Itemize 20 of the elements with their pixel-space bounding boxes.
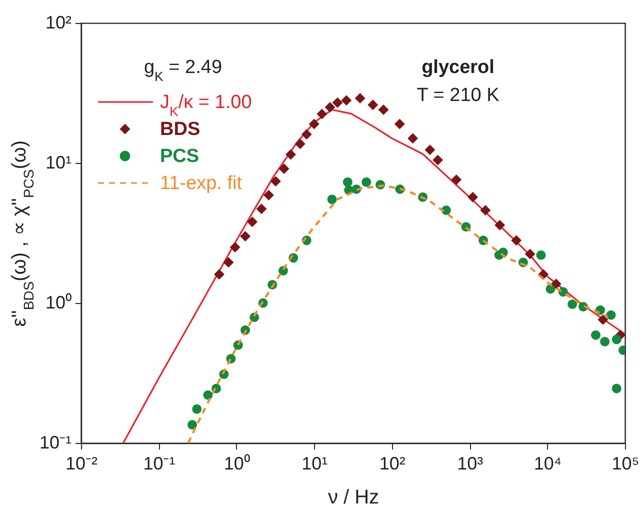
legend-label: PCS	[160, 146, 200, 167]
x-axis-title: ν / Hz	[328, 486, 380, 508]
annotation: T = 210 K	[416, 85, 500, 106]
y-tick-label: 10⁻¹	[39, 432, 72, 452]
x-tick-label: 10⁻²	[65, 454, 98, 474]
y-tick-label: 10¹	[45, 152, 72, 172]
x-tick-label: 10⁴	[534, 454, 562, 474]
legend-label: J$_{K}$/κ = 1.00	[160, 92, 252, 118]
legend-label: 11-exp. fit	[160, 173, 243, 194]
x-tick-label: 10¹	[302, 454, 328, 474]
x-tick-label: 10⁻¹	[143, 454, 176, 474]
y-tick-label: 10²	[45, 12, 72, 32]
annotation: g$_{K}$ = 2.49	[144, 57, 222, 84]
x-tick-label: 10²	[379, 454, 406, 474]
x-tick-label: 10³	[457, 454, 484, 474]
legend-label: BDS	[160, 119, 200, 140]
x-tick-label: 10⁵	[612, 454, 640, 474]
annotation: glycerol	[422, 57, 494, 78]
x-tick-label: 10⁰	[224, 454, 250, 474]
y-tick-label: 10⁰	[45, 292, 72, 312]
